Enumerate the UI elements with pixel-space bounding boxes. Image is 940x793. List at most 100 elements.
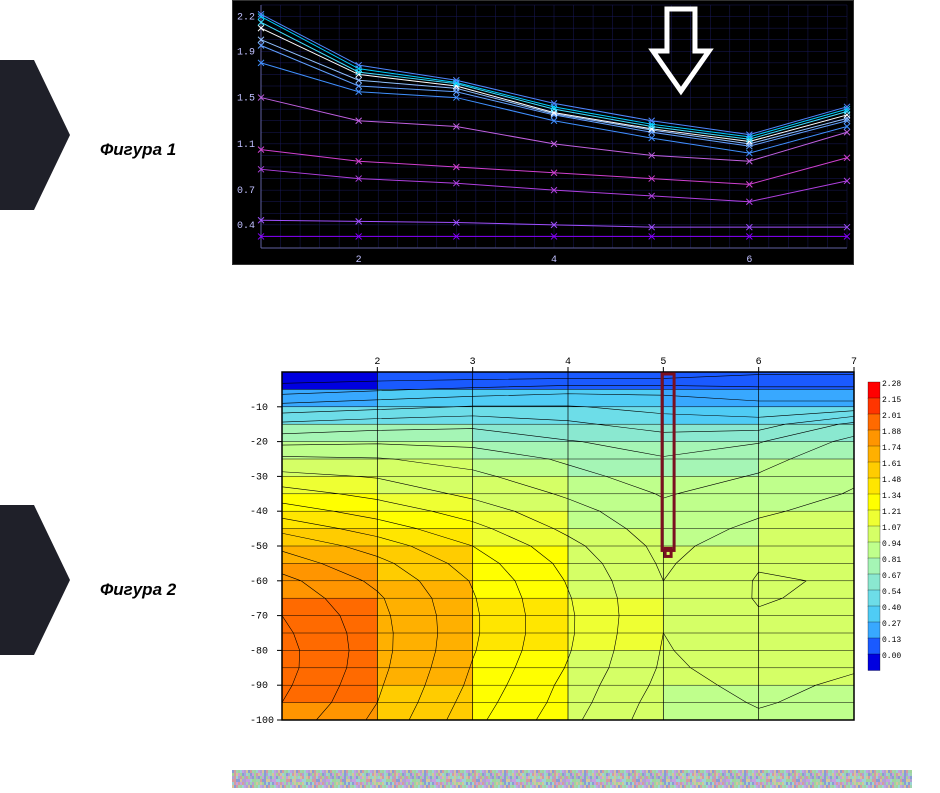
heatmap-cell	[282, 685, 378, 703]
heatmap-cell	[377, 703, 473, 721]
heatmap-cell	[663, 581, 759, 599]
y-tick-label: 1.9	[237, 47, 255, 58]
down-arrow-icon	[653, 9, 709, 91]
colorbar-swatch	[868, 622, 880, 639]
heatmap-cell	[282, 459, 378, 477]
heatmap-cell	[282, 563, 378, 581]
heatmap-cell	[663, 598, 759, 616]
heatmap-cell	[377, 511, 473, 529]
heatmap-cell	[759, 703, 855, 721]
heatmap-cell	[473, 407, 569, 425]
colorbar-label: 1.48	[882, 476, 901, 485]
heatmap-cell	[282, 511, 378, 529]
y-tick-label: -20	[250, 438, 268, 449]
heatmap-cell	[663, 442, 759, 460]
colorbar-swatch	[868, 510, 880, 527]
heatmap-cell	[759, 598, 855, 616]
heatmap-cell	[568, 459, 664, 477]
heatmap-cell	[473, 476, 569, 494]
colorbar-swatch	[868, 430, 880, 447]
colorbar-label: 0.13	[882, 636, 901, 645]
heatmap-cell	[282, 668, 378, 686]
heatmap-cell	[282, 529, 378, 547]
heatmap-cell	[759, 476, 855, 494]
heatmap-cell	[663, 685, 759, 703]
colorbar-swatch	[868, 590, 880, 607]
heatmap-cell	[759, 459, 855, 477]
heatmap-cell	[282, 389, 378, 407]
heatmap-cell	[377, 546, 473, 564]
heatmap-cell	[568, 546, 664, 564]
y-tick-label: 0.7	[237, 186, 255, 197]
colorbar-label: 1.21	[882, 508, 901, 517]
heatmap-cell	[568, 668, 664, 686]
x-tick-label: 4	[565, 357, 571, 368]
heatmap-cell	[759, 650, 855, 668]
heatmap-cell	[759, 494, 855, 512]
heatmap-cell	[663, 494, 759, 512]
x-tick-label: 5	[660, 357, 666, 368]
x-tick-label: 2	[374, 357, 380, 368]
y-tick-label: -100	[250, 716, 274, 727]
heatmap-cell	[568, 511, 664, 529]
y-tick-label: -40	[250, 507, 268, 518]
heatmap-cell	[473, 633, 569, 651]
heatmap-cell	[282, 494, 378, 512]
colorbar-label: 0.00	[882, 652, 901, 661]
heatmap-cell	[377, 424, 473, 442]
x-tick-label: 3	[470, 357, 476, 368]
heatmap-chart: 234567-10-20-30-40-50-60-70-80-90-1002.2…	[232, 350, 912, 730]
colorbar-label: 0.54	[882, 588, 901, 597]
heatmap-cell	[663, 668, 759, 686]
x-tick-label: 6	[746, 255, 752, 266]
colorbar-swatch	[868, 478, 880, 495]
heatmap-cell	[663, 459, 759, 477]
heatmap-cell	[568, 389, 664, 407]
heatmap-cell	[663, 616, 759, 634]
pointer-shape-1	[0, 60, 70, 210]
heatmap-cell	[282, 372, 378, 390]
colorbar-label: 1.88	[882, 428, 901, 437]
heatmap-cell	[473, 668, 569, 686]
heatmap-cell	[759, 563, 855, 581]
heatmap-cell	[282, 407, 378, 425]
heatmap-cell	[568, 598, 664, 616]
heatmap-cell	[473, 424, 569, 442]
line-chart: 0.40.71.11.51.92.2246	[232, 0, 854, 265]
figure1-label: Фигура 1	[100, 140, 176, 160]
colorbar-label: 2.01	[882, 412, 901, 421]
y-tick-label: -70	[250, 612, 268, 623]
heatmap-cell	[473, 529, 569, 547]
heatmap-cell	[568, 424, 664, 442]
heatmap-cell	[377, 407, 473, 425]
y-tick-label: -90	[250, 681, 268, 692]
heatmap-cell	[568, 650, 664, 668]
heatmap-cell	[282, 616, 378, 634]
heatmap-cell	[377, 668, 473, 686]
heatmap-cell	[568, 616, 664, 634]
heatmap-cell	[473, 563, 569, 581]
heatmap-cell	[568, 685, 664, 703]
y-tick-label: -80	[250, 646, 268, 657]
colorbar-swatch	[868, 382, 880, 399]
heatmap-cell	[282, 598, 378, 616]
heatmap-cell	[568, 563, 664, 581]
heatmap-cell	[663, 563, 759, 581]
y-tick-label: 0.4	[237, 221, 255, 232]
colorbar-swatch	[868, 462, 880, 479]
heatmap-cell	[377, 598, 473, 616]
heatmap-cell	[473, 389, 569, 407]
colorbar-label: 2.28	[882, 380, 901, 389]
y-tick-label: 2.2	[237, 13, 255, 24]
figure2-label: Фигура 2	[100, 580, 176, 600]
heatmap-cell	[759, 668, 855, 686]
y-tick-label: 1.5	[237, 94, 255, 105]
heatmap-cell	[473, 703, 569, 721]
heatmap-cell	[663, 424, 759, 442]
heatmap-cell	[759, 442, 855, 460]
heatmap-cell	[473, 494, 569, 512]
colorbar-swatch	[868, 446, 880, 463]
colorbar-label: 0.40	[882, 604, 901, 613]
heatmap-cell	[663, 372, 759, 390]
x-tick-label: 4	[551, 255, 557, 266]
